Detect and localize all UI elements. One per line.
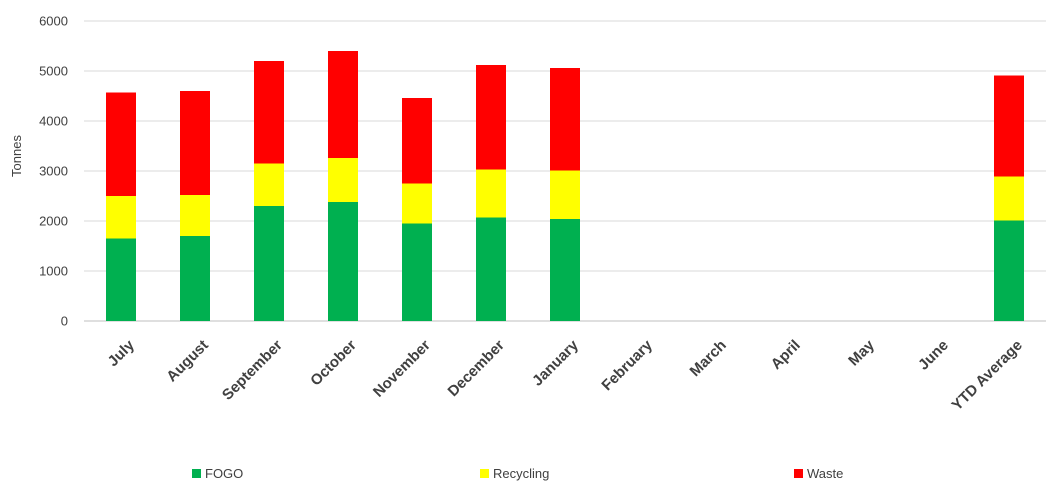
bar-waste-october xyxy=(328,51,358,158)
x-tick-label: December xyxy=(445,337,508,400)
legend-swatch-fogo xyxy=(192,469,201,478)
bars xyxy=(106,51,1024,321)
y-tick-label: 3000 xyxy=(39,164,68,179)
legend-label-waste: Waste xyxy=(807,466,843,481)
bar-fogo-august xyxy=(180,236,210,321)
x-tick-label: August xyxy=(163,337,212,386)
x-tick-label: April xyxy=(768,337,804,373)
bar-fogo-september xyxy=(254,206,284,321)
legend: FOGO Recycling Waste xyxy=(192,466,843,481)
bar-waste-december xyxy=(476,65,506,170)
y-tick-label: 2000 xyxy=(39,214,68,229)
x-tick-label: November xyxy=(370,337,434,401)
bar-recycling-december xyxy=(476,169,506,218)
bar-waste-august xyxy=(180,91,210,195)
bar-waste-july xyxy=(106,92,136,196)
y-tick-label: 5000 xyxy=(39,64,68,79)
y-axis-ticks: 0 1000 2000 3000 4000 5000 6000 xyxy=(39,14,68,329)
bar-recycling-august xyxy=(180,195,210,236)
x-axis-ticks: July August September October November Decemb… xyxy=(105,336,1026,414)
legend-swatch-recycling xyxy=(480,469,489,478)
bar-recycling-november xyxy=(402,183,432,224)
y-tick-label: 6000 xyxy=(39,14,68,29)
x-tick-label: July xyxy=(105,336,139,370)
x-tick-label: September xyxy=(219,337,286,404)
bar-fogo-ytd-average xyxy=(994,220,1024,321)
bar-fogo-october xyxy=(328,202,358,321)
x-tick-label: January xyxy=(529,336,582,389)
y-tick-label: 0 xyxy=(61,314,68,329)
bar-recycling-january xyxy=(550,170,580,219)
bar-recycling-ytd-average xyxy=(994,176,1024,221)
bar-waste-november xyxy=(402,98,432,184)
y-axis-title: Tonnes xyxy=(9,135,24,177)
bar-waste-january xyxy=(550,68,580,171)
y-tick-label: 4000 xyxy=(39,114,68,129)
x-tick-label: June xyxy=(915,337,952,374)
bar-fogo-january xyxy=(550,219,580,321)
x-tick-label: February xyxy=(598,336,656,394)
bar-recycling-october xyxy=(328,158,358,202)
bar-recycling-september xyxy=(254,163,284,206)
legend-label-fogo: FOGO xyxy=(205,466,243,481)
bar-recycling-july xyxy=(106,196,136,239)
bar-waste-ytd-average xyxy=(994,75,1024,177)
legend-swatch-waste xyxy=(794,469,803,478)
x-tick-label: October xyxy=(307,337,360,390)
x-tick-label: May xyxy=(845,336,878,369)
bar-fogo-november xyxy=(402,223,432,321)
x-tick-label: March xyxy=(687,337,730,380)
legend-label-recycling: Recycling xyxy=(493,466,549,481)
x-tick-label: YTD Average xyxy=(949,337,1026,414)
bar-fogo-july xyxy=(106,238,136,321)
bar-fogo-december xyxy=(476,217,506,321)
y-tick-label: 1000 xyxy=(39,264,68,279)
bar-waste-september xyxy=(254,61,284,164)
